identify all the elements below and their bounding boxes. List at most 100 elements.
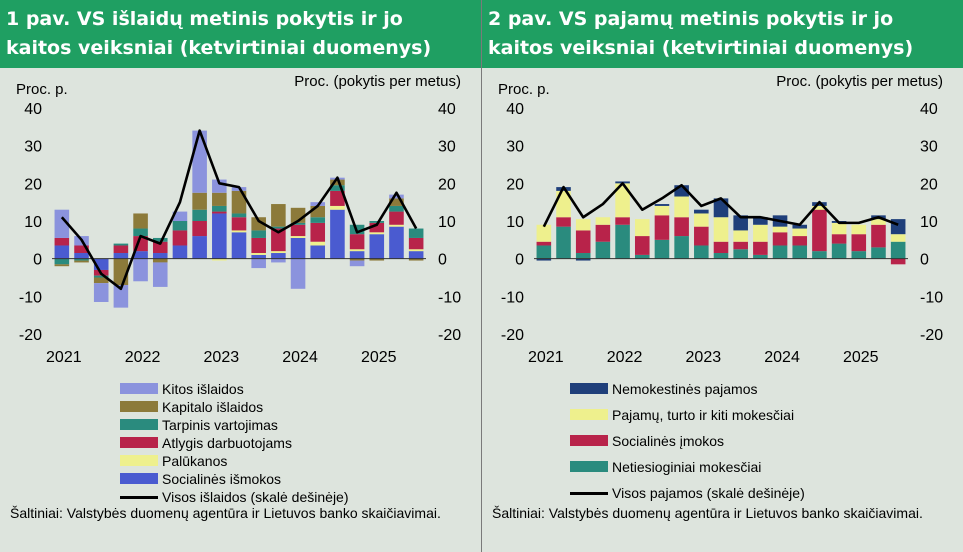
- bar-segment: [251, 230, 266, 238]
- x-tick-label: 2022: [125, 349, 161, 366]
- bar-segment: [152, 237, 168, 242]
- legend-label: Netiesioginiai mokesčiai: [612, 459, 762, 475]
- bar-segment: [152, 258, 168, 263]
- y-tick-left: 20: [506, 176, 524, 193]
- bar-segment: [851, 224, 867, 235]
- bar-segment: [871, 224, 886, 248]
- bar-segment: [212, 258, 227, 261]
- bar-segment: [615, 224, 630, 259]
- bar-segment: [575, 230, 591, 254]
- bar-segment: [54, 264, 70, 267]
- bar-segment: [753, 241, 768, 255]
- bar-segment: [251, 254, 266, 259]
- bar-segment: [54, 258, 70, 265]
- bar-segment: [694, 209, 709, 214]
- right-panel: 2 pav. VS pajamų metinis pokytis ir jo k…: [482, 0, 963, 552]
- bar-segment: [792, 228, 808, 237]
- bar-segment: [310, 217, 326, 223]
- bar-segment: [654, 215, 670, 240]
- y-tick-left: 0: [33, 252, 42, 269]
- bar-segment: [812, 209, 827, 252]
- bar-segment: [133, 258, 148, 282]
- bar-segment: [389, 224, 404, 227]
- x-tick-label: 2025: [843, 349, 879, 366]
- bar-segment: [172, 245, 188, 259]
- bar-segment: [575, 219, 591, 231]
- y-axis-left-label: Proc. p.: [16, 81, 68, 98]
- bar-segment: [408, 237, 424, 250]
- bar-segment: [369, 222, 385, 233]
- bar-segment: [290, 237, 306, 259]
- legend-swatch: [570, 435, 608, 446]
- left-source: Šaltiniai: Valstybės duomenų agentūra ir…: [10, 505, 441, 521]
- bar-segment: [349, 251, 365, 259]
- bar-segment: [753, 224, 768, 242]
- bar-segment: [369, 232, 385, 235]
- bar-segment: [152, 262, 168, 287]
- bar-segment: [733, 215, 748, 231]
- y-tick-right: -20: [920, 327, 943, 344]
- bar-segment: [310, 222, 326, 242]
- bar-segment: [231, 190, 247, 214]
- bar-segment: [113, 253, 129, 259]
- bar-segment: [654, 204, 670, 206]
- x-tick-label: 2021: [46, 349, 82, 366]
- bar-segment: [290, 224, 306, 237]
- bar-segment: [192, 221, 207, 237]
- bar-segment: [93, 277, 109, 284]
- bar-segment: [654, 205, 670, 216]
- legend-swatch: [120, 455, 158, 466]
- bar-segment: [74, 253, 89, 259]
- x-tick-label: 2024: [282, 349, 318, 366]
- legend-swatch: [570, 461, 608, 472]
- bar-segment: [369, 234, 385, 259]
- bar-segment: [408, 258, 424, 261]
- bar-segment: [772, 232, 788, 246]
- bar-segment: [251, 258, 266, 269]
- bar-segment: [772, 245, 788, 259]
- y-tick-right: 10: [438, 214, 456, 231]
- bar-segment: [172, 221, 188, 231]
- y-tick-left: 20: [24, 176, 42, 193]
- left-chart-title: 1 pav. VS išlaidų metinis pokytis ir jo …: [6, 8, 432, 59]
- bar-segment: [330, 185, 345, 191]
- bar-segment: [389, 211, 404, 225]
- legend-label: Nemokestinės pajamos: [612, 381, 758, 397]
- total-line: [60, 129, 418, 291]
- bar-segment: [54, 245, 70, 259]
- legend-label: Kapitalo išlaidos: [162, 399, 264, 415]
- bar-segment: [733, 230, 748, 242]
- bar-segment: [733, 249, 748, 259]
- bar-segment: [310, 205, 326, 218]
- left-legend: Kitos išlaidos Kapitalo išlaidos Tarpinis …: [120, 380, 440, 510]
- bar-segment: [871, 219, 886, 225]
- bar-segment: [231, 217, 247, 231]
- bar-segment: [890, 241, 906, 259]
- bar-segment: [812, 205, 827, 210]
- bar-segment: [212, 192, 227, 206]
- bar-segment: [271, 253, 286, 259]
- legend-swatch: [120, 383, 158, 394]
- bar-segment: [792, 245, 808, 259]
- bar-segment: [634, 236, 650, 255]
- bar-segment: [674, 217, 689, 237]
- bar-segment: [408, 251, 424, 259]
- bar-segment: [831, 222, 847, 235]
- left-panel: 1 pav. VS išlaidų metinis pokytis ir jo …: [0, 0, 481, 552]
- x-tick-label: 2025: [361, 349, 397, 366]
- bar-segment: [212, 205, 227, 212]
- bar-segment: [536, 258, 552, 261]
- bar-segment: [231, 230, 247, 233]
- bar-segment: [389, 205, 404, 212]
- bar-segment: [792, 224, 808, 229]
- y-tick-right: 30: [438, 139, 456, 156]
- bar-segment: [615, 183, 630, 218]
- bar-segment: [674, 236, 689, 259]
- revenue-chart: Proc. p. Proc. (pokytis per metus) -20 -20 -…: [498, 73, 943, 366]
- y-tick-left: -20: [19, 327, 42, 344]
- bar-segment: [113, 245, 129, 254]
- bar-segment: [389, 194, 404, 199]
- bar-segment: [713, 253, 729, 259]
- bar-segment: [192, 130, 207, 193]
- legend-label: Socialinės įmokos: [612, 433, 725, 449]
